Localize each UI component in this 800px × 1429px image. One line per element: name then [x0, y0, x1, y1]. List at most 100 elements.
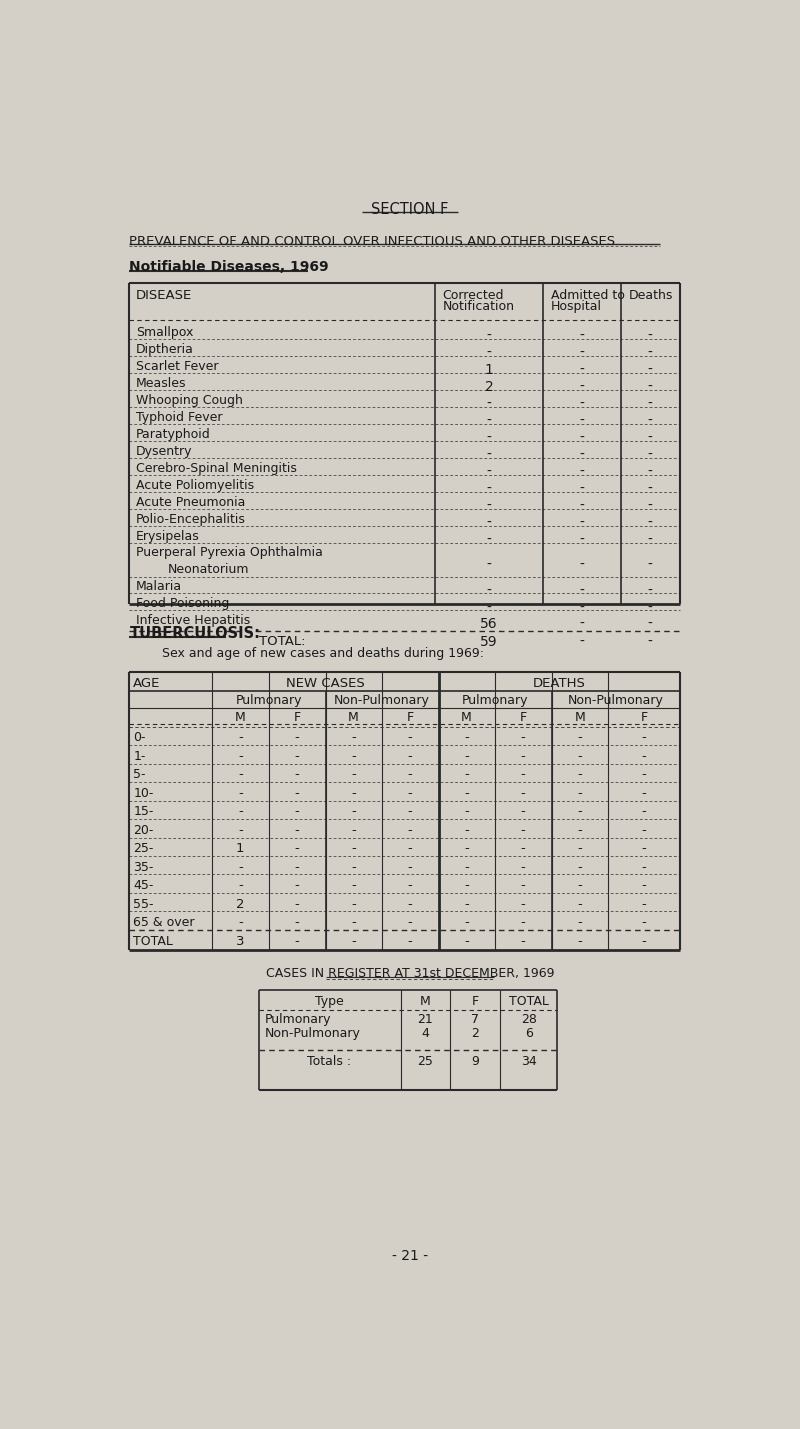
- Text: -: -: [648, 583, 653, 597]
- Text: -: -: [578, 935, 582, 947]
- Text: Acute Poliomyelitis: Acute Poliomyelitis: [136, 479, 254, 492]
- Text: M: M: [235, 712, 246, 725]
- Text: -: -: [642, 823, 646, 836]
- Text: -: -: [238, 769, 242, 782]
- Text: -: -: [351, 842, 356, 855]
- Text: -: -: [351, 805, 356, 819]
- Text: 15-: 15-: [134, 805, 154, 819]
- Text: 4: 4: [422, 1027, 430, 1040]
- Text: -: -: [580, 346, 585, 360]
- Text: DEATHS: DEATHS: [532, 676, 586, 690]
- Text: -: -: [351, 916, 356, 929]
- Text: -: -: [486, 464, 491, 479]
- Text: -: -: [464, 879, 469, 892]
- Text: -: -: [648, 617, 653, 632]
- Text: -: -: [294, 750, 299, 763]
- Text: -: -: [408, 823, 412, 836]
- Text: -: -: [408, 750, 412, 763]
- Text: 7: 7: [471, 1013, 479, 1026]
- Text: TUBERCULOSIS:: TUBERCULOSIS:: [130, 626, 261, 640]
- Text: TOTAL:: TOTAL:: [259, 634, 306, 647]
- Text: -: -: [648, 329, 653, 343]
- Text: Acute Pneumonia: Acute Pneumonia: [136, 496, 245, 509]
- Text: F: F: [519, 712, 526, 725]
- Text: 34: 34: [521, 1055, 537, 1067]
- Text: Sex and age of new cases and deaths during 1969:: Sex and age of new cases and deaths duri…: [162, 647, 484, 660]
- Text: -: -: [580, 533, 585, 547]
- Text: -: -: [294, 842, 299, 855]
- Text: 2: 2: [471, 1027, 479, 1040]
- Text: Pulmonary: Pulmonary: [265, 1013, 331, 1026]
- Text: -: -: [648, 557, 653, 572]
- Text: 35-: 35-: [134, 860, 154, 873]
- Text: -: -: [642, 935, 646, 947]
- Text: 6: 6: [525, 1027, 533, 1040]
- Text: TOTAL: TOTAL: [509, 996, 549, 1009]
- Text: -: -: [580, 329, 585, 343]
- Text: -: -: [464, 787, 469, 800]
- Text: Neonatorium: Neonatorium: [168, 563, 250, 576]
- Text: -: -: [580, 432, 585, 444]
- Text: Dysentry: Dysentry: [136, 444, 192, 457]
- Text: -: -: [294, 935, 299, 947]
- Text: -: -: [294, 897, 299, 910]
- Text: -: -: [464, 935, 469, 947]
- Text: 45-: 45-: [134, 879, 154, 892]
- Text: -: -: [294, 823, 299, 836]
- Text: 1: 1: [485, 363, 494, 377]
- Text: -: -: [408, 769, 412, 782]
- Text: Admitted to: Admitted to: [551, 289, 625, 303]
- Text: -: -: [351, 732, 356, 745]
- Text: Paratyphoid: Paratyphoid: [136, 427, 210, 442]
- Text: -: -: [238, 750, 242, 763]
- Text: -: -: [408, 879, 412, 892]
- Text: -: -: [521, 842, 526, 855]
- Text: -: -: [648, 516, 653, 530]
- Text: -: -: [351, 860, 356, 873]
- Text: 25-: 25-: [134, 842, 154, 855]
- Text: TOTAL: TOTAL: [134, 935, 173, 947]
- Text: -: -: [578, 897, 582, 910]
- Text: M: M: [420, 996, 431, 1009]
- Text: DISEASE: DISEASE: [136, 289, 192, 303]
- Text: Erysipelas: Erysipelas: [136, 530, 199, 543]
- Text: -: -: [648, 447, 653, 462]
- Text: -: -: [578, 805, 582, 819]
- Text: F: F: [294, 712, 301, 725]
- Text: -: -: [294, 916, 299, 929]
- Text: -: -: [580, 499, 585, 513]
- Text: -: -: [486, 397, 491, 412]
- Text: -: -: [578, 750, 582, 763]
- Text: -: -: [351, 879, 356, 892]
- Text: -: -: [580, 557, 585, 572]
- Text: -: -: [408, 897, 412, 910]
- Text: 10-: 10-: [134, 787, 154, 800]
- Text: -: -: [351, 769, 356, 782]
- Text: -: -: [486, 499, 491, 513]
- Text: -: -: [238, 805, 242, 819]
- Text: 5-: 5-: [134, 769, 146, 782]
- Text: Measles: Measles: [136, 377, 186, 390]
- Text: -: -: [648, 363, 653, 377]
- Text: -: -: [294, 732, 299, 745]
- Text: Diptheria: Diptheria: [136, 343, 194, 356]
- Text: -: -: [294, 860, 299, 873]
- Text: Notification: Notification: [442, 300, 514, 313]
- Text: Pulmonary: Pulmonary: [462, 694, 529, 707]
- Text: -: -: [648, 482, 653, 496]
- Text: Whooping Cough: Whooping Cough: [136, 394, 242, 407]
- Text: -: -: [238, 916, 242, 929]
- Text: -: -: [580, 634, 585, 649]
- Text: -: -: [642, 879, 646, 892]
- Text: -: -: [486, 346, 491, 360]
- Text: -: -: [486, 414, 491, 429]
- Text: Cerebro-Spinal Meningitis: Cerebro-Spinal Meningitis: [136, 462, 297, 474]
- Text: CASES IN REGISTER AT 31st DECEMBER, 1969: CASES IN REGISTER AT 31st DECEMBER, 1969: [266, 967, 554, 980]
- Text: -: -: [648, 414, 653, 429]
- Text: Malaria: Malaria: [136, 580, 182, 593]
- Text: -: -: [521, 879, 526, 892]
- Text: -: -: [578, 787, 582, 800]
- Text: -: -: [648, 432, 653, 444]
- Text: -: -: [238, 879, 242, 892]
- Text: - 21 -: - 21 -: [392, 1249, 428, 1263]
